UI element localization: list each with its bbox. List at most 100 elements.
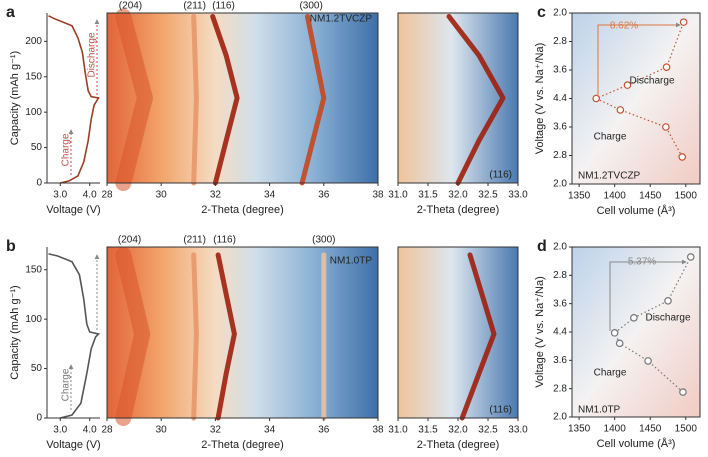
y-tick-label: 100 xyxy=(25,107,42,118)
point xyxy=(644,357,652,365)
x-tick-label: 31.5 xyxy=(418,190,438,201)
panel: 31.0 31.5 32.0 32.5 33.0 2-Theta (degree) (116… xyxy=(388,12,528,216)
x-axis-label: Voltage (V) xyxy=(46,439,100,451)
y-tick-label: 4.4 xyxy=(553,93,567,104)
peak-trace xyxy=(446,14,506,186)
heatmap-background xyxy=(107,247,378,418)
x-axis-label: Cell volume (Å³) xyxy=(597,204,676,217)
x-tick-label: 30 xyxy=(156,425,168,436)
point xyxy=(610,329,619,337)
annotation: NM1.0TP xyxy=(578,405,621,416)
y-axis-label: Capacity (mAh g⁻¹) xyxy=(9,51,21,145)
y-tick-label: 4.4 xyxy=(553,327,567,338)
annotation: NM1.2TVCZP xyxy=(578,171,641,182)
x-tick-label: 34 xyxy=(264,190,276,201)
x-tick-label: 38 xyxy=(372,190,384,201)
x-tick-label: 4.0 xyxy=(83,190,97,201)
x-tick-label: 32.0 xyxy=(448,190,468,201)
y-tick-label: 2.8 xyxy=(553,270,567,281)
x-tick-label: 33.0 xyxy=(508,425,528,436)
x-tick-label: 1400 xyxy=(604,191,627,202)
y-tick-label: 3.6 xyxy=(553,122,567,133)
x-tick-label: 3.0 xyxy=(53,190,67,201)
x-axis-label: 2-Theta (degree) xyxy=(201,204,284,216)
x-tick-label: 32.0 xyxy=(448,425,468,436)
peak-label: (204) xyxy=(118,235,141,246)
annotation: NM1.2TVCZP xyxy=(310,14,373,25)
y-axis-label: Voltage (V vs. Na⁺/Na) xyxy=(534,276,546,388)
x-tick-label: 28 xyxy=(101,190,113,201)
point xyxy=(679,388,687,396)
annotation: Charge xyxy=(594,368,627,379)
x-tick-label: 38 xyxy=(372,425,384,436)
panel: b 3.0 4.0 0 50 100 150 Voltage (V) Capacity (mAh… xyxy=(6,238,101,451)
x-tick-label: 1350 xyxy=(568,424,591,435)
annotation: NM1.0TP xyxy=(330,256,373,267)
x-tick-label: 32 xyxy=(210,425,222,436)
y-tick-label: 2.0 xyxy=(553,412,567,423)
point xyxy=(664,297,672,305)
y-tick-label: 100 xyxy=(25,314,42,325)
panel-label: b xyxy=(6,238,16,255)
point xyxy=(630,314,638,322)
point xyxy=(662,63,671,71)
peak-trace xyxy=(191,14,199,186)
y-tick-label: 2.0 xyxy=(553,179,567,190)
x-tick-label: 1400 xyxy=(604,424,627,435)
x-tick-label: 33.0 xyxy=(508,190,528,201)
x-tick-label: 36 xyxy=(318,190,330,201)
panel-label: c xyxy=(537,4,546,21)
annotation: (116) xyxy=(489,405,512,416)
y-tick-label: 3.6 xyxy=(553,298,567,309)
y-axis-label: Voltage (V vs. Na⁺/Na) xyxy=(534,43,546,155)
annotation: Charge xyxy=(61,368,72,401)
panel: (204) (211) (116) (300) 28 30 32 34 36 38 2-Theta … xyxy=(101,1,384,216)
peak-trace xyxy=(210,14,240,186)
y-tick-label: 2.0 xyxy=(553,8,567,19)
peak-trace xyxy=(115,8,153,191)
panel: a 3.0 4.0 0 50 100 150 200 Voltage (V) Capacity (… xyxy=(6,4,101,216)
peak-label: (204) xyxy=(119,1,142,12)
panel: 31.0 31.5 32.0 32.5 33.0 2-Theta (degree) (116… xyxy=(388,246,528,451)
x-tick-label: 3.0 xyxy=(53,425,67,436)
y-tick-label: 50 xyxy=(31,142,43,153)
x-axis-label: 2-Theta (degree) xyxy=(417,439,500,451)
x-tick-label: 1350 xyxy=(568,191,591,202)
point xyxy=(678,153,687,161)
panel: d 1350 1400 1450 1500 2.0 2.8 3.6 4.4 3.6 2.8 2.0 Ce… xyxy=(534,238,701,450)
x-tick-label: 28 xyxy=(101,425,113,436)
panel: c 1350 1400 1450 1500 2.0 2.8 3.6 4.4 3.6 2.8 2.0 Ce… xyxy=(534,4,701,217)
peak-trace xyxy=(459,252,497,421)
voltage-curve xyxy=(48,253,101,419)
panel: (204) (211) (116) (300) 28 30 32 34 36 38 2-Theta … xyxy=(101,235,384,451)
annotation: 8.62% xyxy=(610,21,638,32)
peak-label: (300) xyxy=(312,235,335,246)
panel-label: d xyxy=(537,238,547,255)
x-tick-label: 4.0 xyxy=(83,425,97,436)
annotation: Discharge xyxy=(629,76,674,87)
y-tick-label: 50 xyxy=(31,363,43,374)
y-tick-label: 150 xyxy=(25,264,42,275)
x-tick-label: 31.5 xyxy=(418,425,438,436)
x-tick-label: 34 xyxy=(264,425,276,436)
peak-trace xyxy=(115,246,151,426)
bracket xyxy=(609,259,687,331)
y-tick-label: 2.8 xyxy=(553,383,567,394)
panel-label: a xyxy=(6,4,15,21)
x-tick-label: 1450 xyxy=(639,424,662,435)
x-tick-label: 32.5 xyxy=(478,190,498,201)
peak-trace xyxy=(299,14,327,186)
heatmap-background xyxy=(398,247,518,418)
peak-label: (211) xyxy=(183,235,206,246)
peak-label: (116) xyxy=(213,235,236,246)
x-axis-label: Cell volume (Å³) xyxy=(597,437,676,450)
point xyxy=(623,81,632,89)
point xyxy=(662,123,670,131)
x-axis-label: 2-Theta (degree) xyxy=(201,439,284,451)
x-tick-label: 30 xyxy=(156,190,168,201)
x-tick-label: 31.0 xyxy=(388,425,408,436)
heatmap-background xyxy=(398,13,518,183)
annotation: Charge xyxy=(61,133,72,166)
voltage-curve xyxy=(48,15,100,184)
